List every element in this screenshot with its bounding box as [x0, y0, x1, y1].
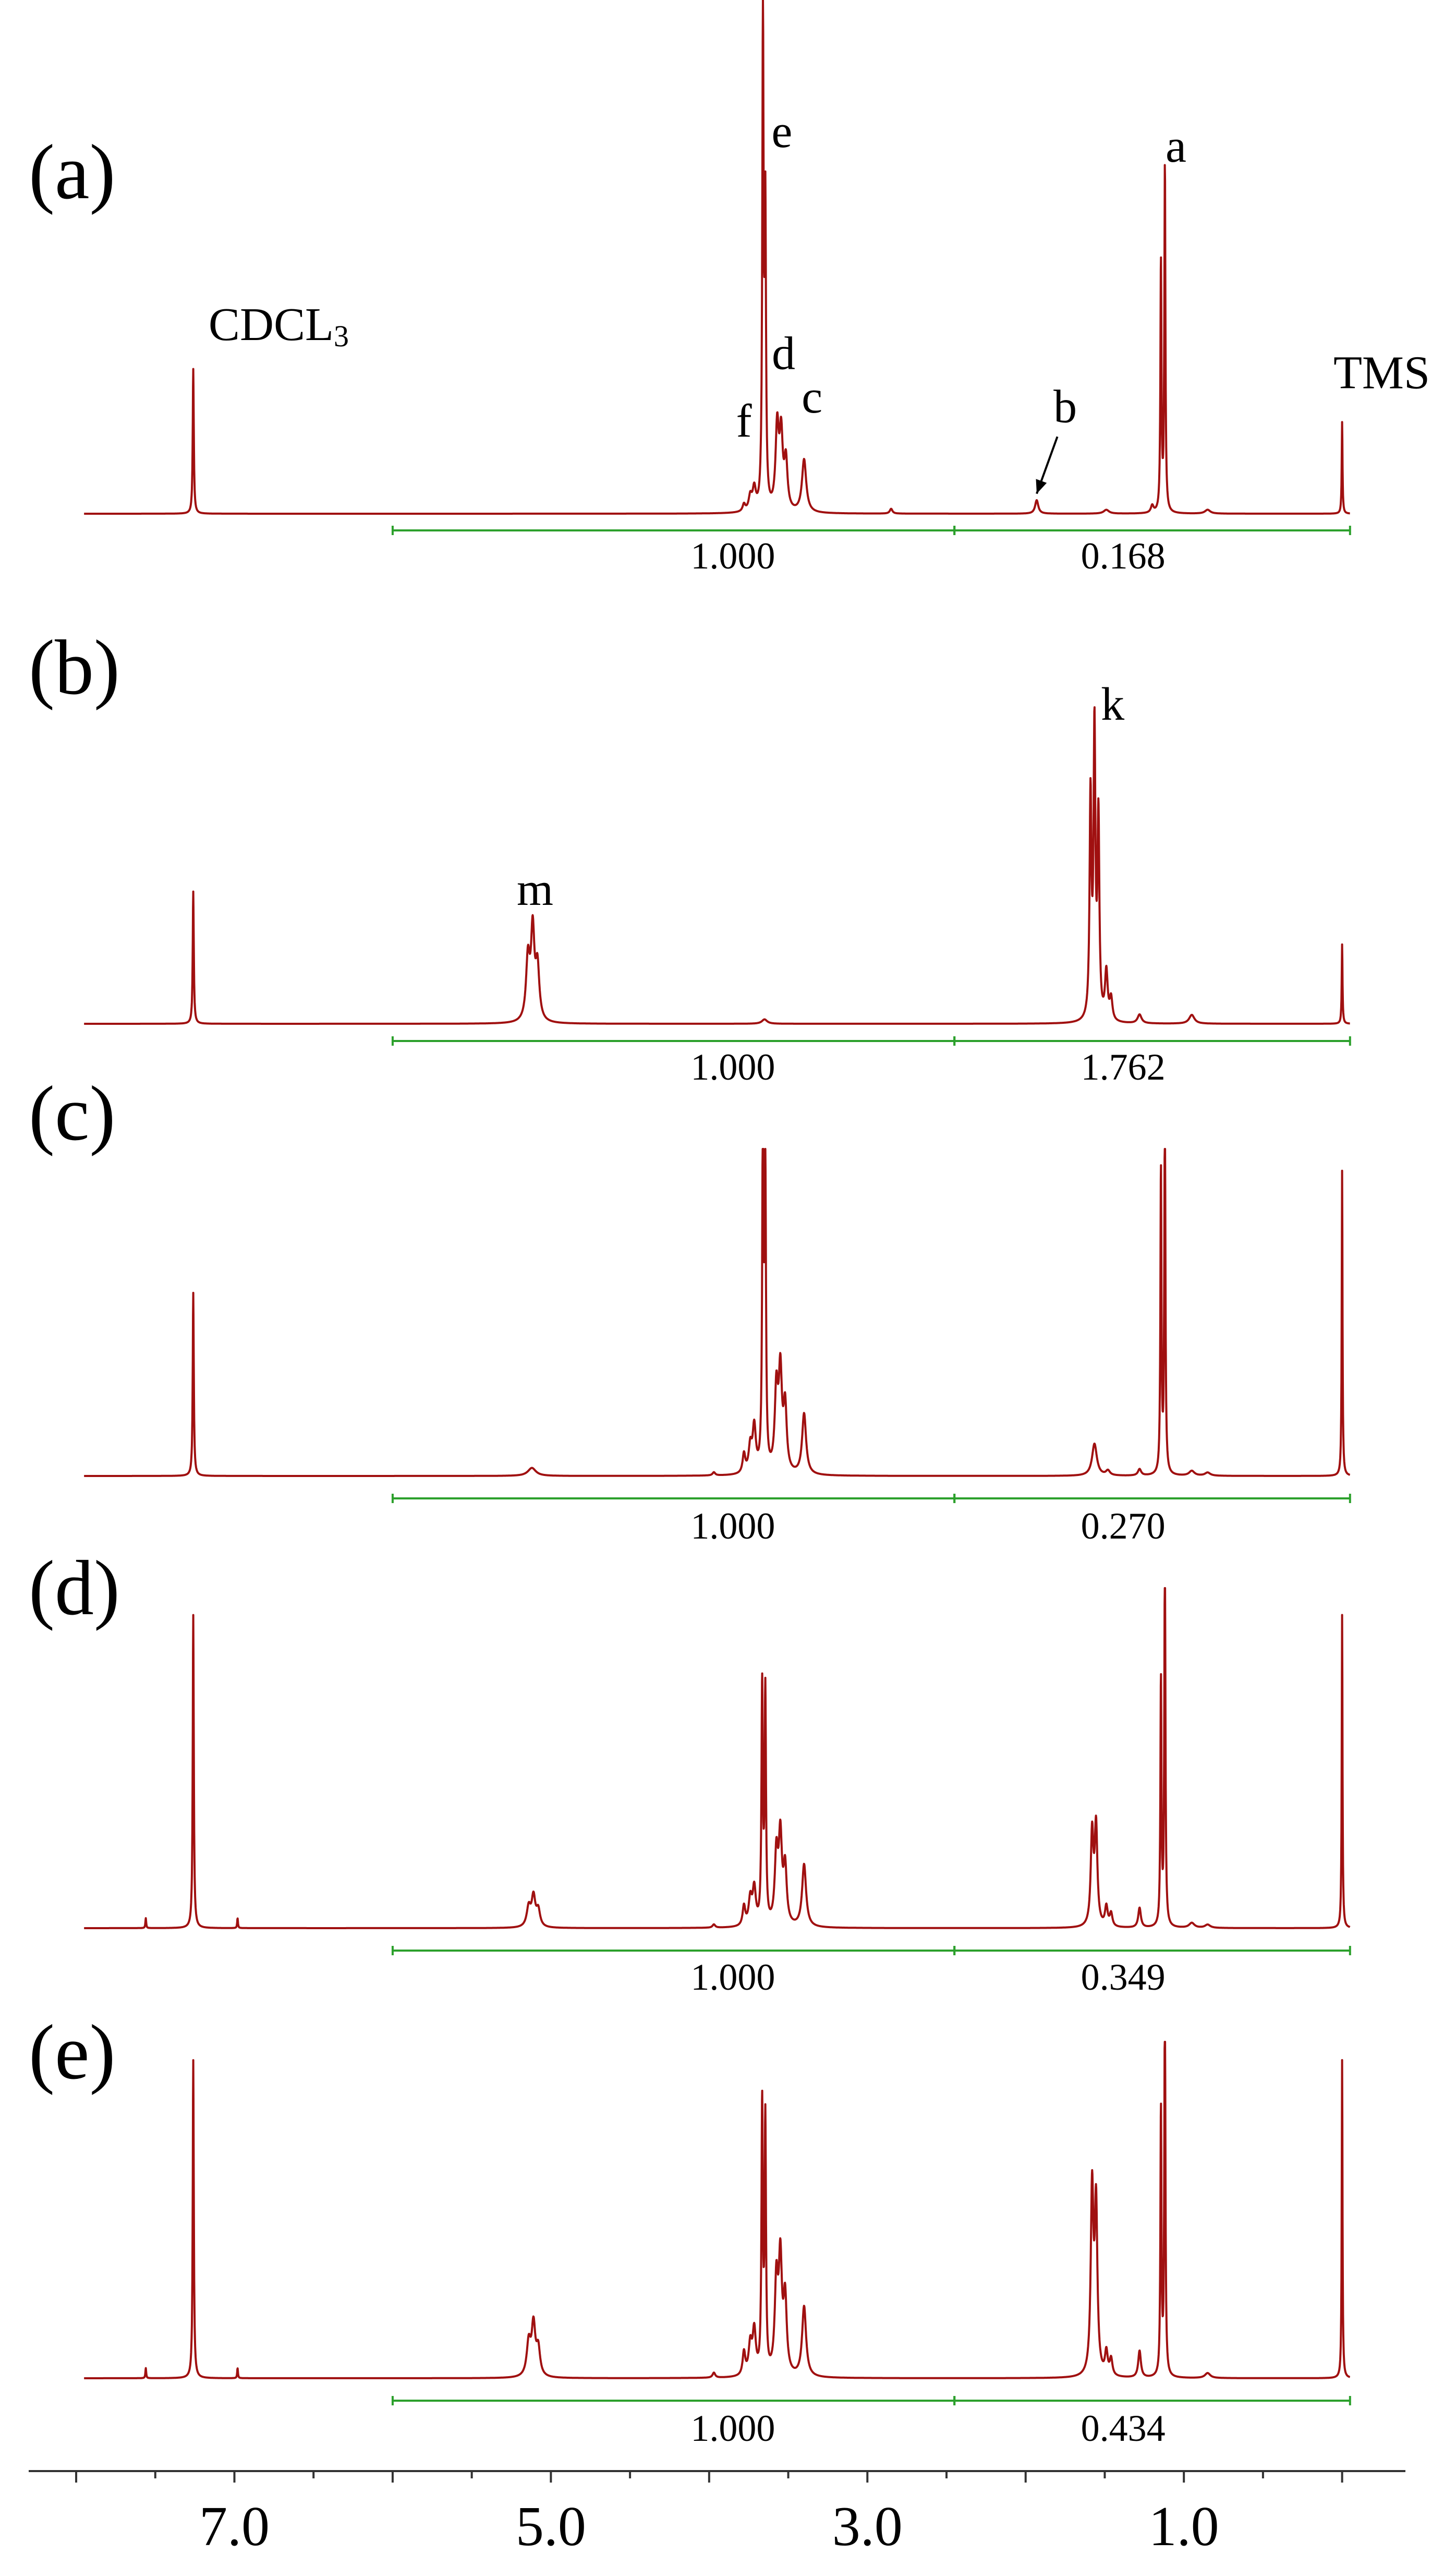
integral-value-e-1: 1.000 [690, 2407, 775, 2449]
panel-label-b: (b) [29, 624, 120, 711]
integral-value-c-2: 0.270 [1081, 1505, 1166, 1547]
integral-value-c-1: 1.000 [690, 1505, 775, 1547]
integral-value-e-2: 0.434 [1081, 2407, 1166, 2449]
spectrum-panel-c: (c) 1.000 0.270 [29, 1070, 1351, 1547]
peak-label-b-1: m [517, 864, 553, 915]
panel-label-d: (d) [29, 1545, 120, 1631]
peak-label-a-6: b [1053, 381, 1077, 432]
peak-label-subscript: 3 [334, 319, 349, 353]
peak-label-b-2: k [1101, 679, 1124, 730]
peak-label-a-5: f [736, 395, 752, 447]
spectrum-panel-b: (b) 1.000 1.762 m k [29, 624, 1351, 1088]
spectrum-panel-a: (a) 1.000 0.168 e a dcf b TMS CDCL3 [29, 0, 1430, 577]
x-tick-label: 7.0 [199, 2496, 270, 2558]
panel-label-a: (a) [29, 129, 115, 215]
peak-label-a-1: e [771, 106, 792, 158]
integral-value-a-1: 1.000 [690, 535, 775, 577]
integral-value-a-2: 0.168 [1081, 535, 1166, 577]
spectrum-trace-d [83, 1587, 1351, 1929]
spectrum-trace-b [83, 706, 1351, 1025]
x-tick-label: 3.0 [832, 2496, 903, 2558]
panel-label-e: (e) [29, 2009, 115, 2096]
integral-value-b-1: 1.000 [690, 1046, 775, 1088]
x-tick-label: 1.0 [1149, 2496, 1219, 2558]
x-axis: 7.0 5.0 3.0 1.0 [29, 2470, 1405, 2558]
spectrum-panel-e: (e) 1.000 0.434 [29, 2009, 1351, 2449]
x-tick-label: 5.0 [516, 2496, 586, 2558]
spectrum-panel-d: (d) 1.000 0.349 [29, 1545, 1351, 1998]
panel-label-c: (c) [29, 1070, 115, 1157]
peak-label-a-7: TMS [1333, 347, 1430, 399]
spectrum-trace-a [83, 0, 1351, 515]
integral-value-d-1: 1.000 [690, 1956, 775, 1998]
peak-label-a-2: a [1166, 120, 1186, 172]
spectrum-trace-e [83, 2041, 1351, 2379]
integral-value-b-2: 1.762 [1081, 1046, 1166, 1088]
peak-arrow-head-a [1036, 479, 1047, 494]
peak-label-a-8: CDCL3 [209, 299, 349, 353]
peak-label-a-4: c [802, 371, 822, 423]
peak-label-a-3: d [772, 328, 795, 380]
spectrum-trace-c [83, 1148, 1351, 1477]
integral-value-d-2: 0.349 [1081, 1956, 1166, 1998]
